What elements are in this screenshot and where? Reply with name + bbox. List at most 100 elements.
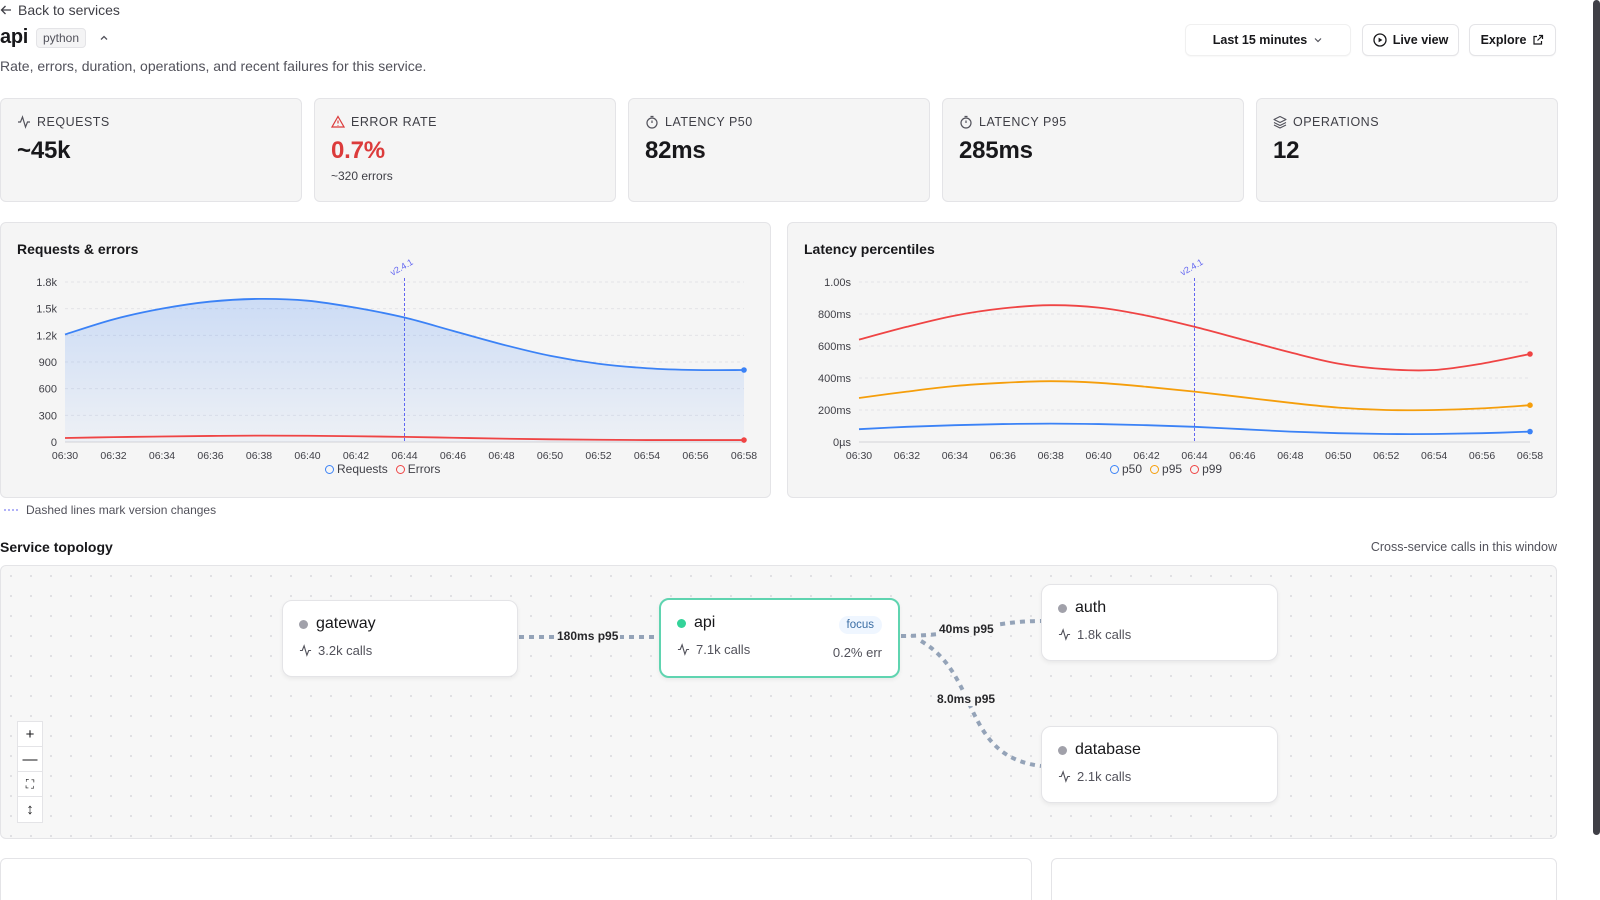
node-calls-row: 3.2k calls	[299, 643, 501, 658]
stat-label-row: REQUESTS	[17, 115, 285, 129]
version-change-note: Dashed lines mark version changes	[4, 503, 216, 517]
x-tick-label: 06:40	[294, 450, 320, 462]
toggle-layout-button[interactable]: ↕	[26, 801, 34, 818]
y-tick-label: 900	[39, 357, 57, 369]
layers-icon	[1273, 115, 1287, 129]
x-tick-label: 06:56	[682, 450, 708, 462]
legend-label: Requests	[337, 462, 388, 476]
time-range-select[interactable]: Last 15 minutes	[1185, 24, 1351, 56]
stat-label-row: OPERATIONS	[1273, 115, 1541, 129]
node-name: database	[1075, 741, 1141, 758]
node-calls-row: 2.1k calls	[1058, 769, 1261, 784]
status-dot	[1058, 745, 1067, 755]
x-tick-label: 06:54	[1421, 450, 1447, 462]
chart-legend: Requests Errors	[325, 462, 440, 476]
activity-icon	[1058, 628, 1071, 641]
y-tick-label: 200ms	[818, 405, 852, 417]
x-tick-label: 06:42	[1133, 450, 1159, 462]
x-tick-label: 06:46	[1229, 450, 1255, 462]
legend-label: p50	[1122, 462, 1143, 476]
x-tick-label: 06:44	[391, 450, 417, 462]
latency-percentiles-chart-card: Latency percentiles 0µs 200ms 400ms 600ms 80…	[787, 222, 1557, 498]
x-tick-label: 06:58	[731, 450, 757, 462]
explore-button[interactable]: Explore	[1469, 24, 1556, 56]
x-tick-label: 06:52	[585, 450, 611, 462]
page-scrollbar[interactable]	[1593, 0, 1600, 835]
node-database[interactable]: database 2.1k calls	[1041, 726, 1278, 803]
page-header: api python	[0, 26, 110, 49]
legend-item-p99[interactable]: p99	[1190, 462, 1222, 476]
dashed-line-icon	[4, 509, 20, 511]
node-name: auth	[1075, 599, 1107, 616]
live-view-button[interactable]: Live view	[1362, 24, 1459, 56]
page-title: api	[0, 26, 28, 48]
stat-card-error-rate: ERROR RATE 0.7% ~320 errors	[314, 98, 616, 202]
zoom-out-button[interactable]: —	[18, 747, 42, 772]
y-tick-label: 600	[39, 384, 57, 396]
back-to-services-link[interactable]: Back to services	[0, 2, 120, 18]
series-end-point-p95	[1527, 402, 1533, 408]
legend-item-p95[interactable]: p95	[1150, 462, 1182, 476]
y-tick-label: 1.00s	[824, 277, 851, 289]
node-api[interactable]: api 7.1k calls focus 0.2% err	[659, 598, 900, 678]
y-tick-label: 1.8k	[36, 277, 57, 289]
timer-icon	[646, 115, 658, 129]
x-tick-label: 06:34	[149, 450, 175, 462]
zoom-controls: + — ⛶ ↕	[17, 721, 43, 823]
stat-card-operations: OPERATIONS 12	[1256, 98, 1558, 202]
version-marker-label: v2.4.1	[389, 257, 415, 278]
edge-api-database[interactable]	[919, 639, 1042, 768]
legend-item-errors[interactable]: Errors	[395, 462, 440, 476]
node-auth[interactable]: auth 1.8k calls	[1041, 584, 1278, 661]
x-tick-label: 06:40	[1086, 450, 1112, 462]
series-line-p99	[858, 304, 1531, 372]
stat-label-row: LATENCY P50	[645, 115, 913, 129]
status-dot	[1058, 603, 1067, 613]
chevron-down-icon	[1314, 38, 1322, 43]
versions-card	[1051, 858, 1557, 900]
node-calls-row: 7.1k calls	[677, 642, 882, 657]
top-operations-card	[0, 858, 1032, 900]
node-calls: 3.2k calls	[318, 643, 373, 658]
series-end-point-p99	[1527, 351, 1533, 357]
stat-label-row: LATENCY P95	[959, 115, 1227, 129]
external-link-icon	[1533, 34, 1544, 45]
stat-card-latency-p50: LATENCY P50 82ms	[628, 98, 930, 202]
x-tick-label: 06:56	[1469, 450, 1495, 462]
node-calls: 1.8k calls	[1077, 627, 1132, 642]
edge-label-gateway-api: 180ms p95	[555, 629, 621, 643]
topology-title: Service topology	[0, 539, 113, 555]
legend-item-requests[interactable]: Requests	[325, 462, 388, 476]
chart-legend: p50 p95 p99	[1110, 462, 1222, 476]
edge-label-api-database: 8.0ms p95	[935, 692, 998, 706]
x-tick-label: 06:46	[440, 450, 466, 462]
legend-item-p50[interactable]: p50	[1110, 462, 1142, 476]
zoom-in-button[interactable]: +	[18, 722, 42, 747]
stat-value: 285ms	[959, 137, 1033, 164]
x-tick-label: 06:48	[1277, 450, 1303, 462]
series-line-requests	[64, 297, 745, 372]
x-tick-label: 06:50	[1325, 450, 1351, 462]
node-calls: 2.1k calls	[1077, 769, 1132, 784]
y-tick-label: 600ms	[818, 341, 852, 353]
chart-title: Requests & errors	[17, 241, 139, 257]
stat-value: 82ms	[645, 137, 706, 164]
series-line-errors	[64, 434, 744, 441]
node-gateway[interactable]: gateway 3.2k calls	[282, 600, 518, 677]
x-tick-label: 06:50	[537, 450, 563, 462]
node-name: api	[694, 614, 716, 631]
time-range-value: Last 15 minutes	[1212, 33, 1308, 47]
note-text: Dashed lines mark version changes	[26, 503, 217, 517]
stat-sub: ~320 errors	[331, 169, 393, 183]
requests-errors-chart-card: Requests & errors 0 300 600 900 1.2k 1.5k 1.8k…	[0, 222, 771, 498]
chevron-up-icon[interactable]	[98, 32, 110, 44]
x-tick-label: 06:36	[197, 450, 223, 462]
activity-icon	[18, 115, 30, 129]
x-tick-label: 06:52	[1373, 450, 1399, 462]
node-name-row: database	[1058, 741, 1261, 759]
x-tick-label: 06:36	[990, 450, 1016, 462]
stat-label: ERROR RATE	[351, 115, 438, 129]
fit-view-button[interactable]: ⛶	[18, 772, 42, 797]
service-topology-graph[interactable]: 180ms p95 40ms p95 8.0ms p95 gateway 3.2…	[0, 565, 1557, 839]
legend-label: p99	[1202, 462, 1223, 476]
